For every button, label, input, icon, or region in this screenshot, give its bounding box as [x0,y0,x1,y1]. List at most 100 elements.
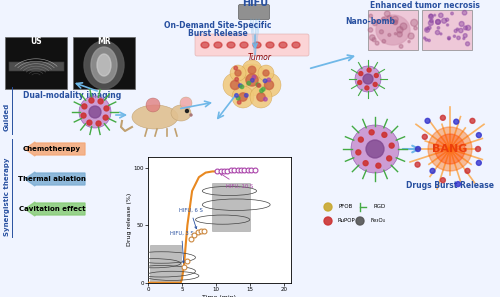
Circle shape [426,29,428,30]
Circle shape [476,133,482,138]
Text: HIFU: HIFU [242,0,268,8]
Circle shape [425,39,428,41]
Circle shape [370,35,375,40]
Ellipse shape [240,42,248,48]
Circle shape [190,114,192,116]
Circle shape [456,181,460,187]
Circle shape [428,127,472,171]
FancyBboxPatch shape [238,4,270,20]
Circle shape [408,40,410,43]
Circle shape [355,66,381,92]
Circle shape [476,160,482,165]
Circle shape [369,130,374,135]
Circle shape [392,16,398,22]
FancyBboxPatch shape [8,61,64,71]
Circle shape [424,27,430,32]
Circle shape [358,80,362,85]
Circle shape [375,41,379,45]
Circle shape [374,73,378,78]
Circle shape [436,30,440,35]
Ellipse shape [214,42,222,48]
Ellipse shape [227,42,235,48]
Text: Guided: Guided [4,103,10,131]
Circle shape [252,75,256,79]
Circle shape [434,14,436,16]
Circle shape [257,73,281,97]
Ellipse shape [376,15,410,45]
Text: Drugs Burst Release: Drugs Burst Release [406,181,494,189]
Y-axis label: Drug release (%): Drug release (%) [127,193,132,246]
Circle shape [186,110,188,113]
FancyBboxPatch shape [422,10,472,50]
Circle shape [264,80,274,90]
Circle shape [240,85,244,89]
Circle shape [356,217,364,225]
Circle shape [363,161,368,166]
Circle shape [234,94,238,97]
Circle shape [408,33,414,39]
Circle shape [463,34,467,37]
Circle shape [448,38,450,40]
Circle shape [459,21,464,26]
Circle shape [436,19,440,24]
Circle shape [466,42,469,46]
Circle shape [234,66,237,70]
Circle shape [242,60,262,80]
Circle shape [382,17,386,21]
Text: BANG: BANG [432,144,468,154]
Circle shape [440,178,446,183]
Circle shape [104,106,109,111]
Text: Dual-modality imaging: Dual-modality imaging [23,91,121,99]
Circle shape [466,25,470,30]
Circle shape [260,89,264,93]
Circle shape [368,28,372,32]
Circle shape [367,68,371,72]
Circle shape [244,94,248,97]
Circle shape [430,168,435,173]
Circle shape [428,20,434,26]
Text: RGD: RGD [374,205,386,209]
Circle shape [394,33,396,35]
Circle shape [429,14,432,18]
Circle shape [263,70,269,76]
FancyBboxPatch shape [195,34,309,56]
Circle shape [386,16,392,21]
Circle shape [372,21,377,26]
Circle shape [236,97,240,100]
Circle shape [376,20,378,23]
Circle shape [246,74,258,86]
Circle shape [263,79,267,83]
Circle shape [180,97,192,109]
Circle shape [363,74,373,84]
Ellipse shape [97,54,111,76]
Circle shape [232,86,254,108]
Circle shape [324,203,332,211]
Circle shape [235,78,238,81]
Circle shape [372,38,376,42]
Circle shape [380,30,384,34]
Circle shape [446,24,448,26]
Text: On-Demand Site-Specific: On-Demand Site-Specific [164,20,272,29]
Circle shape [365,86,369,90]
Circle shape [324,217,332,225]
Text: Cavitation effect: Cavitation effect [18,206,86,212]
Circle shape [465,168,470,173]
Circle shape [435,134,465,164]
Circle shape [436,20,440,24]
Circle shape [476,146,480,151]
Circle shape [428,26,431,29]
Ellipse shape [84,41,124,89]
Circle shape [248,66,256,74]
Text: Burst Release: Burst Release [188,29,248,37]
Circle shape [247,81,250,85]
Circle shape [366,140,384,158]
Circle shape [235,70,241,76]
Circle shape [462,10,467,15]
Circle shape [373,83,377,86]
Circle shape [81,113,86,118]
Circle shape [428,14,434,19]
FancyBboxPatch shape [73,37,135,89]
Text: MR: MR [97,37,111,47]
FancyArrow shape [25,142,85,156]
Circle shape [386,156,392,161]
